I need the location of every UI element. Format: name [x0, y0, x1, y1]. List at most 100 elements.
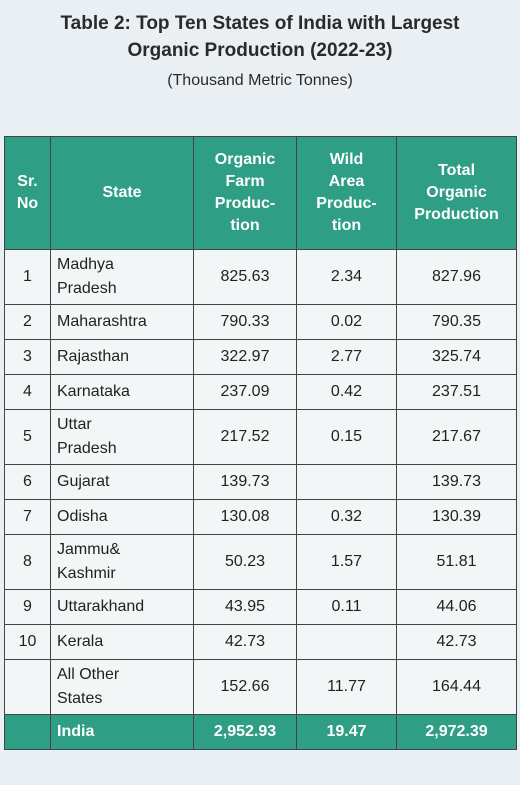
sr-no-cell: 4: [4, 374, 51, 410]
sr-no-cell: 8: [4, 534, 51, 590]
header-wild-line: Wild: [329, 151, 364, 168]
state-line: Kashmir: [57, 565, 116, 582]
header-wild-area-production: Wild Area Produc- tion: [296, 136, 397, 250]
farm-production-cell: 43.95: [193, 589, 297, 625]
header-sr-line1: Sr.: [17, 173, 38, 190]
header-farm-line: Farm: [225, 173, 265, 190]
header-sr-no: Sr. No: [4, 136, 51, 250]
farm-production-cell: 139.73: [193, 464, 297, 500]
wild-production-cell: 0.42: [296, 374, 397, 410]
state-cell: Madhya Pradesh: [50, 249, 194, 305]
sr-no-cell: 5: [4, 409, 51, 465]
farm-production-cell: 152.66: [193, 659, 297, 715]
table-row: All Other States 152.66 11.77 164.44: [4, 659, 517, 715]
farm-production-cell: 217.52: [193, 409, 297, 465]
sr-no-cell: 10: [4, 624, 51, 660]
total-production-cell: 42.73: [396, 624, 517, 660]
table-row: 1 Madhya Pradesh 825.63 2.34 827.96: [4, 249, 517, 305]
document-page: Table 2: Top Ten States of India with La…: [0, 10, 520, 785]
farm-production-cell: 50.23: [193, 534, 297, 590]
header-farm-line: tion: [230, 217, 260, 234]
total-wild-cell: 19.47: [296, 714, 397, 750]
header-organic-farm-production: Organic Farm Produc- tion: [193, 136, 297, 250]
total-row: India 2,952.93 19.47 2,972.39: [4, 714, 517, 750]
wild-production-cell: 11.77: [296, 659, 397, 715]
sr-no-cell: [4, 659, 51, 715]
farm-production-cell: 130.08: [193, 499, 297, 535]
organic-production-table: Sr. No State Organic Farm Produc- tion W…: [4, 136, 517, 750]
table-row: 5 Uttar Pradesh 217.52 0.15 217.67: [4, 409, 517, 465]
state-line: Uttar: [57, 416, 92, 433]
farm-production-cell: 322.97: [193, 339, 297, 375]
total-production-cell: 130.39: [396, 499, 517, 535]
table-row: 9 Uttarakhand 43.95 0.11 44.06: [4, 589, 517, 625]
total-sr-cell: [4, 714, 51, 750]
state-line: All Other: [57, 666, 120, 683]
table-row: 6 Gujarat 139.73 139.73: [4, 464, 517, 500]
total-production-cell: 790.35: [396, 304, 517, 340]
state-cell: Maharashtra: [50, 304, 194, 340]
state-line: States: [57, 690, 103, 707]
wild-production-cell: [296, 624, 397, 660]
state-cell: Karnataka: [50, 374, 194, 410]
farm-production-cell: 790.33: [193, 304, 297, 340]
total-production-cell: 325.74: [396, 339, 517, 375]
table-title: Table 2: Top Ten States of India with La…: [20, 10, 500, 64]
header-sr-line2: No: [16, 195, 39, 212]
header-wild-line: tion: [331, 217, 362, 234]
total-production-cell: 217.67: [396, 409, 517, 465]
table-row: 3 Rajasthan 322.97 2.77 325.74: [4, 339, 517, 375]
total-total-cell: 2,972.39: [396, 714, 517, 750]
header-wild-line: Area: [328, 173, 365, 190]
state-cell: Uttarakhand: [50, 589, 194, 625]
table-row: 7 Odisha 130.08 0.32 130.39: [4, 499, 517, 535]
table-row: 8 Jammu& Kashmir 50.23 1.57 51.81: [4, 534, 517, 590]
total-label-cell: India: [50, 714, 194, 750]
table-row: 4 Karnataka 237.09 0.42 237.51: [4, 374, 517, 410]
wild-production-cell: 0.02: [296, 304, 397, 340]
header-total-organic-production: Total Organic Production: [396, 136, 517, 250]
wild-production-cell: 0.15: [296, 409, 397, 465]
farm-production-cell: 42.73: [193, 624, 297, 660]
wild-production-cell: 2.77: [296, 339, 397, 375]
total-farm-cell: 2,952.93: [193, 714, 297, 750]
sr-no-cell: 1: [4, 249, 51, 305]
farm-production-cell: 237.09: [193, 374, 297, 410]
wild-production-cell: 0.32: [296, 499, 397, 535]
total-production-cell: 164.44: [396, 659, 517, 715]
header-total-line: Organic: [426, 184, 487, 201]
sr-no-cell: 2: [4, 304, 51, 340]
state-cell: Gujarat: [50, 464, 194, 500]
farm-production-cell: 825.63: [193, 249, 297, 305]
sr-no-cell: 9: [4, 589, 51, 625]
wild-production-cell: [296, 464, 397, 500]
header-wild-line: Produc-: [316, 195, 377, 212]
state-cell: Rajasthan: [50, 339, 194, 375]
total-production-cell: 51.81: [396, 534, 517, 590]
sr-no-cell: 6: [4, 464, 51, 500]
state-cell: Uttar Pradesh: [50, 409, 194, 465]
total-production-cell: 237.51: [396, 374, 517, 410]
header-total-line: Production: [414, 206, 499, 223]
state-line: Pradesh: [57, 440, 117, 457]
wild-production-cell: 1.57: [296, 534, 397, 590]
sr-no-cell: 3: [4, 339, 51, 375]
total-production-cell: 139.73: [396, 464, 517, 500]
table-subtitle: (Thousand Metric Tonnes): [167, 72, 353, 89]
header-total-line: Total: [437, 162, 476, 179]
state-line: Jammu&: [57, 541, 121, 558]
total-production-cell: 827.96: [396, 249, 517, 305]
table-row: 10 Kerala 42.73 42.73: [4, 624, 517, 660]
state-cell: All Other States: [50, 659, 194, 715]
wild-production-cell: 0.11: [296, 589, 397, 625]
header-farm-line: Organic: [214, 151, 276, 168]
state-line: Pradesh: [57, 280, 117, 297]
table-row: 2 Maharashtra 790.33 0.02 790.35: [4, 304, 517, 340]
state-line: Madhya: [57, 256, 114, 273]
wild-production-cell: 2.34: [296, 249, 397, 305]
title-line-1: Table 2: Top Ten States of India with La…: [60, 13, 460, 34]
header-farm-line: Produc-: [214, 195, 276, 212]
state-cell: Kerala: [50, 624, 194, 660]
sr-no-cell: 7: [4, 499, 51, 535]
state-cell: Odisha: [50, 499, 194, 535]
